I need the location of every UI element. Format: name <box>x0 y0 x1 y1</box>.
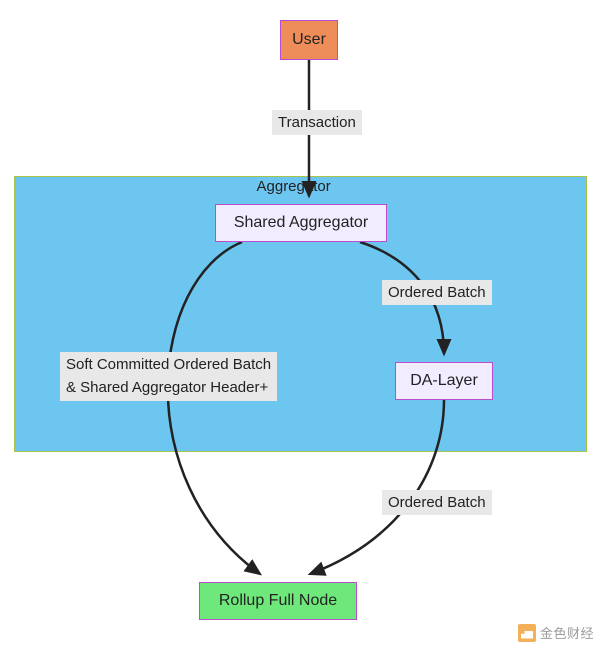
shared-aggregator-node-label: Shared Aggregator <box>234 214 368 232</box>
user-node-label: User <box>292 31 326 49</box>
edge-label-ordered-batch-2: Ordered Batch <box>382 490 492 515</box>
edge-label-soft-committed: Soft Committed Ordered Batch & Shared Ag… <box>60 352 277 401</box>
edge-label-ordered-batch-1: Ordered Batch <box>382 280 492 305</box>
watermark-text: 金色财经 <box>540 623 594 642</box>
da-layer-node-label: DA-Layer <box>410 372 478 390</box>
rollup-full-node: Rollup Full Node <box>199 582 357 620</box>
watermark: 金色财经 <box>518 623 594 642</box>
da-layer-node: DA-Layer <box>395 362 493 400</box>
edge-label-soft-committed-line2: & Shared Aggregator Header+ <box>66 379 268 396</box>
edge-label-soft-committed-line1: Soft Committed Ordered Batch <box>66 356 271 373</box>
edge-label-transaction: Transaction <box>272 110 362 135</box>
edges-layer <box>0 0 600 648</box>
shared-aggregator-node: Shared Aggregator <box>215 204 387 242</box>
watermark-logo-icon <box>518 624 536 642</box>
user-node: User <box>280 20 338 60</box>
rollup-full-node-label: Rollup Full Node <box>219 592 337 610</box>
aggregator-container-label: Aggregator <box>251 174 337 199</box>
edge-da-to-rollup <box>310 400 444 574</box>
architecture-diagram: Aggregator User Shared Aggregator DA-Lay… <box>0 0 600 648</box>
edge-aggregator-to-rollup <box>168 242 260 574</box>
